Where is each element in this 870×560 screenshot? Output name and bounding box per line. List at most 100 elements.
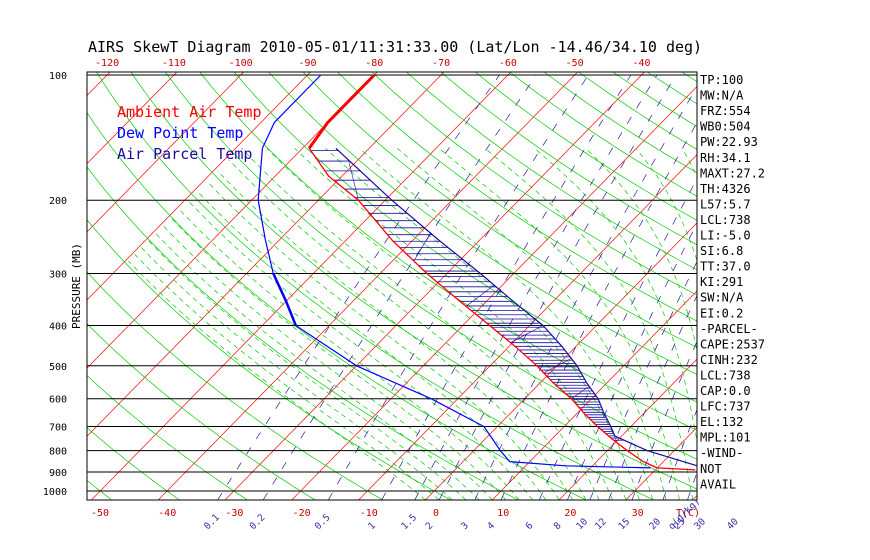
dry-adiabat-line xyxy=(130,72,697,490)
pressure-tick-label: 500 xyxy=(49,362,67,373)
top-temp-tick-label: -40 xyxy=(632,58,650,69)
mixing-ratio-line xyxy=(741,75,870,500)
stat-item: EL:132 xyxy=(700,415,743,429)
stat-item: L57:5.7 xyxy=(700,197,751,211)
isotherm-line xyxy=(558,358,697,500)
pressure-tick-label: 1000 xyxy=(43,487,67,498)
stat-item: NOT xyxy=(700,462,722,476)
mixing-ratio-tick-label: 8 xyxy=(552,520,564,532)
mixing-ratio-line xyxy=(262,74,537,500)
mixing-ratio-tick-label: 2 xyxy=(424,520,436,532)
bottom-temp-tick-label: -30 xyxy=(225,508,243,519)
isotherm-line xyxy=(87,72,378,369)
mixing-ratio-tick-label: 3 xyxy=(459,520,471,532)
isotherm-line xyxy=(760,56,870,500)
pressure-tick-label: 900 xyxy=(49,468,67,479)
isotherm-line xyxy=(158,72,579,500)
mixing-ratio-tick-label: 6 xyxy=(524,520,536,532)
cape-diagonal-line xyxy=(543,358,572,374)
top-temp-tick-label: -120 xyxy=(95,58,119,69)
stat-item: RH:34.1 xyxy=(700,151,751,165)
cape-hatching xyxy=(310,150,625,441)
dry-adiabat-line xyxy=(371,72,697,296)
dry-adiabat-line xyxy=(474,72,697,221)
mixing-ratio-tick-label: 1.5 xyxy=(399,512,419,532)
isotherm-line xyxy=(87,72,178,165)
pressure-tick-label: 100 xyxy=(49,71,67,82)
moist-adiabat-line xyxy=(128,260,426,500)
mixing-ratio-tick-label: 40 xyxy=(725,516,741,532)
dry-adiabat-line xyxy=(87,166,519,500)
stat-item: SW:N/A xyxy=(700,291,744,305)
bottom-temp-ticks: -50 -40 -30 -20 -10 0 10 20 30 T(C) xyxy=(91,508,700,519)
moist-adiabat-line xyxy=(266,148,613,500)
top-temp-tick-label: -90 xyxy=(298,58,316,69)
moist-adiabat-line xyxy=(786,148,791,500)
isotherm-line xyxy=(87,72,311,301)
isotherm-line xyxy=(87,72,445,437)
top-temp-tick-label: -60 xyxy=(499,58,517,69)
ambient-temp-line xyxy=(308,74,696,471)
mixing-ratio-line xyxy=(381,74,632,500)
moist-adiabat-line xyxy=(758,148,773,500)
mixing-ratio-tick-label: 20 xyxy=(647,516,663,532)
bottom-temp-tick-label: 30 xyxy=(632,508,644,519)
moist-adiabat-line xyxy=(155,232,480,500)
grid-lines xyxy=(87,56,870,500)
y-axis-label: PRESSURE (MB) xyxy=(70,243,83,329)
dry-adiabat-line xyxy=(826,56,870,500)
moist-adiabat-line xyxy=(294,148,627,500)
stat-item: -WIND- xyxy=(700,446,743,460)
dry-adiabat-line xyxy=(233,72,697,403)
mixing-ratio-line xyxy=(589,260,697,500)
dry-adiabat-line xyxy=(440,72,697,246)
dry-adiabat-line xyxy=(164,72,697,460)
mixing-ratio-tick-label: 4 xyxy=(485,520,497,532)
moist-adiabat-line xyxy=(148,240,466,500)
dry-adiabat-line xyxy=(87,219,451,500)
bottom-temp-tick-label: -10 xyxy=(360,508,378,519)
tropopause-segment xyxy=(307,73,376,150)
pressure-tick-label: 600 xyxy=(49,395,67,406)
legend: Ambient Air Temp Dew Point Temp Air Parc… xyxy=(117,103,262,163)
mixing-ratio-tick-label: 10 xyxy=(574,516,590,532)
stat-item: LCL:738 xyxy=(700,368,751,382)
dry-adiabat-line xyxy=(87,323,315,500)
stat-item: TT:37.0 xyxy=(700,260,751,274)
isotherm-line xyxy=(492,290,697,500)
dry-adiabat-line xyxy=(87,427,180,500)
isotherm-line xyxy=(358,154,697,500)
dry-adiabat-line xyxy=(758,56,870,500)
bottom-temp-tick-label: T(C) xyxy=(676,508,700,519)
dry-adiabat-line xyxy=(96,72,654,500)
stat-item: CINH:232 xyxy=(700,353,758,367)
stat-item: LFC:737 xyxy=(700,400,751,414)
stat-item: WB0:504 xyxy=(700,120,751,134)
dry-adiabat-line xyxy=(681,72,697,83)
dry-adiabat-line xyxy=(405,72,697,271)
stat-item: LI:-5.0 xyxy=(700,229,751,243)
bottom-temp-tick-label: -40 xyxy=(158,508,176,519)
legend-dewpoint: Dew Point Temp xyxy=(117,124,243,142)
stat-item: TP:100 xyxy=(700,73,743,87)
dry-adiabat-line xyxy=(87,374,248,500)
pressure-ticks: 100 200 300 400 500 600 700 800 900 1000 xyxy=(43,71,67,498)
moist-adiabat-line xyxy=(162,225,493,500)
mixing-ratio-line xyxy=(414,74,658,500)
pressure-tick-label: 300 xyxy=(49,269,67,280)
top-temp-tick-label: -70 xyxy=(432,58,450,69)
mixing-ratio-tick-label: 0.2 xyxy=(248,512,268,532)
top-temp-tick-label: -80 xyxy=(365,58,383,69)
mixing-ratio-tick-label: 0.1 xyxy=(202,512,222,532)
isotherm-line xyxy=(224,72,645,500)
bottom-temp-tick-label: 10 xyxy=(497,508,509,519)
parcel-temp-line xyxy=(335,147,697,467)
stat-item: AVAIL xyxy=(700,477,736,491)
stat-item: CAPE:2537 xyxy=(700,337,765,351)
moist-adiabat-line xyxy=(206,180,560,500)
cape-diagonal-line xyxy=(571,386,590,399)
moist-adiabat-line xyxy=(325,148,640,500)
isotherm-line xyxy=(91,72,512,500)
dry-adiabat-line xyxy=(199,72,697,431)
